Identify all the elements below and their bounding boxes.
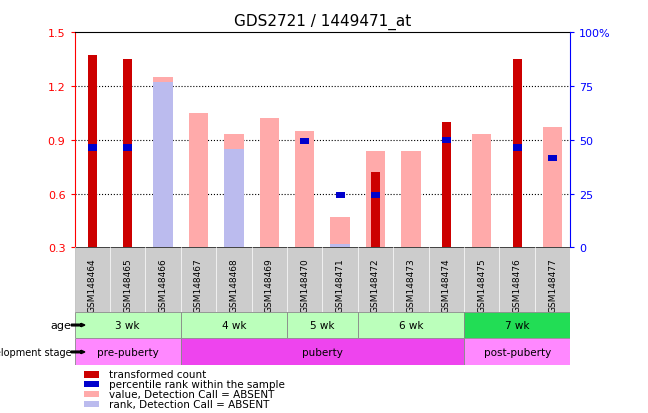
Bar — [84, 381, 99, 387]
Bar — [513, 145, 522, 151]
Text: post-puberty: post-puberty — [483, 347, 551, 357]
Bar — [181, 312, 287, 339]
Text: GSM148471: GSM148471 — [336, 257, 345, 312]
Bar — [371, 173, 380, 248]
Text: value, Detection Call = ABSENT: value, Detection Call = ABSENT — [110, 389, 275, 399]
Text: 3 wk: 3 wk — [115, 320, 140, 330]
Bar — [543, 128, 562, 248]
Bar — [224, 150, 244, 248]
Text: development stage: development stage — [0, 347, 71, 357]
Text: 6 wk: 6 wk — [399, 320, 423, 330]
Text: GSM148473: GSM148473 — [406, 257, 415, 312]
Bar — [548, 156, 557, 162]
Bar — [442, 138, 451, 144]
Bar — [442, 123, 451, 248]
Text: GSM148475: GSM148475 — [477, 257, 486, 312]
Bar — [358, 312, 464, 339]
Bar — [75, 339, 181, 366]
Text: GSM148464: GSM148464 — [87, 257, 97, 312]
Bar — [330, 244, 350, 248]
Bar — [87, 145, 97, 151]
Text: 7 wk: 7 wk — [505, 320, 529, 330]
Bar — [336, 192, 345, 199]
Text: GSM148468: GSM148468 — [229, 257, 238, 312]
Bar — [287, 312, 358, 339]
Text: 4 wk: 4 wk — [222, 320, 246, 330]
Bar — [87, 56, 97, 248]
Bar — [472, 135, 491, 248]
Text: GSM148469: GSM148469 — [265, 257, 273, 312]
Text: 5 wk: 5 wk — [310, 320, 334, 330]
Bar — [330, 217, 350, 248]
Bar — [123, 145, 132, 151]
Bar — [371, 192, 380, 199]
Text: pre-puberty: pre-puberty — [97, 347, 159, 357]
Title: GDS2721 / 1449471_at: GDS2721 / 1449471_at — [234, 14, 411, 30]
Bar — [189, 114, 208, 248]
Bar — [181, 339, 464, 366]
Text: percentile rank within the sample: percentile rank within the sample — [110, 380, 285, 389]
Text: GSM148466: GSM148466 — [159, 257, 168, 312]
Bar — [84, 401, 99, 407]
Bar — [224, 135, 244, 248]
Bar — [84, 371, 99, 377]
Bar — [260, 119, 279, 248]
Text: transformed count: transformed count — [110, 370, 207, 380]
Bar — [154, 78, 173, 248]
Bar — [300, 139, 309, 145]
Bar — [84, 391, 99, 397]
Bar — [75, 312, 181, 339]
Text: GSM148467: GSM148467 — [194, 257, 203, 312]
Text: age: age — [51, 320, 71, 330]
Bar — [295, 131, 314, 248]
Text: GSM148477: GSM148477 — [548, 257, 557, 312]
Bar — [123, 60, 132, 248]
Text: GSM148472: GSM148472 — [371, 257, 380, 312]
Text: GSM148470: GSM148470 — [300, 257, 309, 312]
Text: GSM148465: GSM148465 — [123, 257, 132, 312]
Bar — [513, 60, 522, 248]
Bar — [401, 151, 421, 248]
Bar — [464, 312, 570, 339]
Bar — [464, 339, 570, 366]
Text: puberty: puberty — [302, 347, 343, 357]
Text: GSM148474: GSM148474 — [442, 257, 451, 312]
Bar — [154, 83, 173, 248]
Text: rank, Detection Call = ABSENT: rank, Detection Call = ABSENT — [110, 399, 270, 409]
Text: GSM148476: GSM148476 — [513, 257, 522, 312]
Bar — [365, 151, 385, 248]
